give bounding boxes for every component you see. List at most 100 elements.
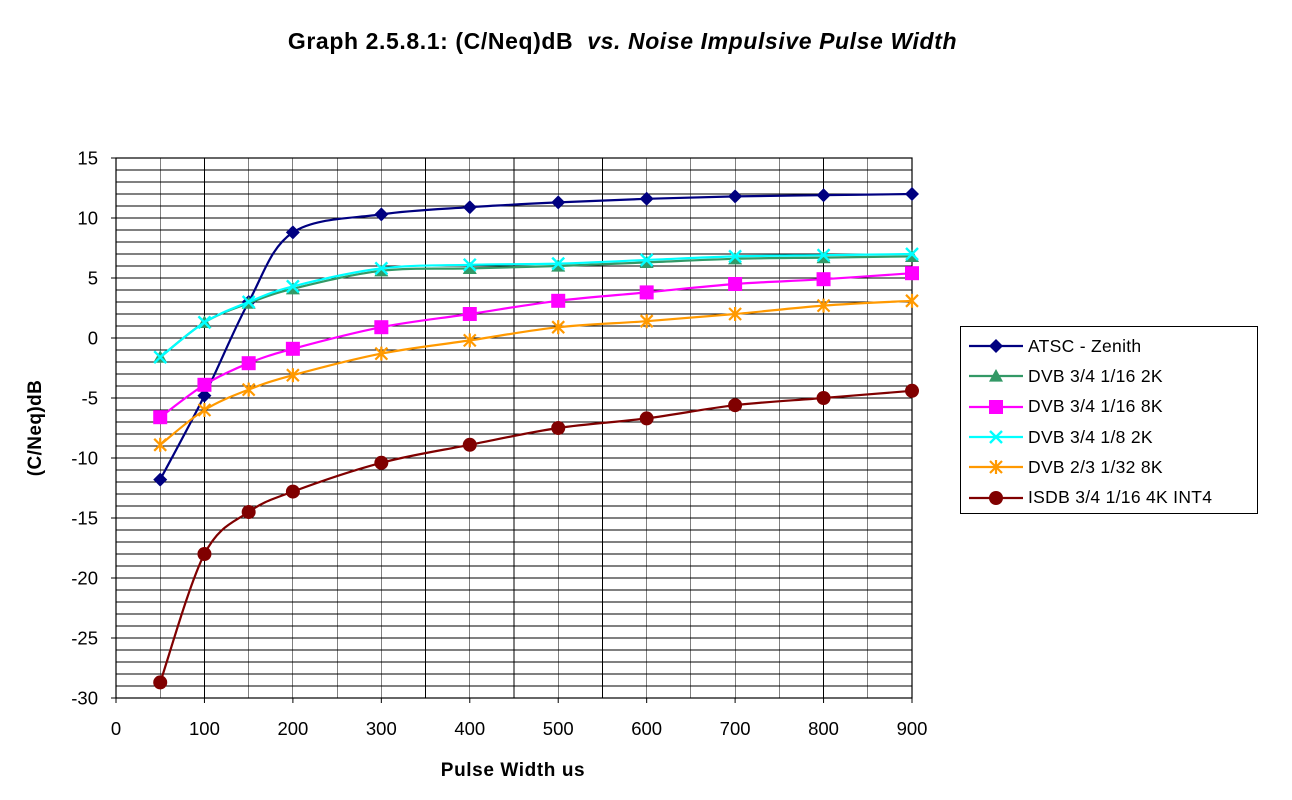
legend-item: DVB 3/4 1/16 8K [961,392,1257,422]
data-point [197,388,212,403]
y-tick-label: -10 [71,448,98,469]
x-tick-label: 900 [897,718,928,739]
data-point [551,421,566,435]
data-point [462,437,477,452]
legend-swatch [969,430,1023,444]
y-tick-label: 10 [77,208,98,229]
y-axis-label: (C/Neq)dB [25,380,46,476]
data-point [286,368,300,383]
data-point [816,248,831,263]
data-point [551,256,566,271]
data-point [197,403,212,417]
data-point [153,437,168,452]
data-point [285,225,300,240]
data-point [153,472,168,487]
legend-item: DVB 3/4 1/8 2K [961,422,1257,452]
data-point [905,293,919,308]
data-point [285,341,300,356]
series-4 [153,247,919,365]
legend-marker [989,339,1003,354]
data-point [197,377,212,392]
data-point [197,547,212,561]
legend-marker [989,369,1003,383]
data-point [462,333,477,348]
legend-label: DVB 3/4 1/8 2K [1028,426,1153,447]
x-tick-label: 300 [366,718,397,739]
x-tick-label: 0 [111,718,121,739]
data-point [728,249,742,264]
x-tick-label: 500 [543,718,574,739]
data-point [551,195,566,210]
y-tick-label: 0 [88,328,98,349]
x-tick-label: 700 [720,718,751,739]
data-point [241,295,256,309]
data-point [241,505,256,519]
gridlines [116,158,912,698]
y-tick-label: -25 [71,628,98,649]
x-tick-label: 400 [454,718,485,739]
y-tick-label: 5 [88,268,98,289]
x-tick-label: 100 [189,718,220,739]
data-point [462,200,477,215]
data-point [816,188,831,203]
legend-swatch [969,369,1023,383]
legend-label: DVB 2/3 1/32 8K [1028,456,1163,477]
data-point [374,320,389,335]
legend-label: ISDB 3/4 1/16 4K INT4 [1028,487,1213,508]
y-tick-label: -20 [71,568,98,589]
data-point [639,285,654,300]
y-tick-label: -15 [71,508,98,529]
chart-title: Graph 2.5.8.1: (C/Neq)dB vs. Noise Impul… [0,28,1245,55]
data-point [197,315,212,330]
data-point [462,261,477,274]
data-point [905,266,919,281]
legend-item: DVB 3/4 1/16 2K [961,361,1257,391]
plot-border [115,157,913,699]
series-3 [153,266,919,425]
data-point [639,253,654,267]
data-point [639,314,654,329]
legend-marker [989,399,1003,414]
data-point [905,247,919,261]
data-point [374,346,389,361]
legend-marker [989,460,1003,475]
legend-swatch [969,460,1023,475]
legend-swatch [969,339,1023,354]
chart-legend: ATSC - Zenith DVB 3/4 1/16 2K DVB 3/4 1/16… [960,326,1258,514]
data-point [551,320,566,335]
data-point [374,455,389,470]
x-axis-label: Pulse Width us [441,760,585,781]
data-point [153,410,168,425]
data-point [816,391,831,405]
legend-item: ATSC - Zenith [961,331,1257,361]
data-point [462,307,477,321]
chart-title-main: Graph 2.5.8.1: (C/Neq)dB [287,28,588,54]
legend-swatch [969,490,1023,505]
legend-item: DVB 2/3 1/32 8K [961,452,1257,482]
data-point [728,398,743,413]
data-point [905,383,919,398]
data-point [374,207,389,222]
data-point [728,277,743,291]
data-point [462,257,477,272]
legend-label: DVB 3/4 1/16 8K [1028,396,1163,417]
data-point [728,307,742,321]
data-point [285,484,300,499]
legend-marker [989,430,1003,444]
y-tick-label: 15 [77,148,98,169]
chart-title-italic: vs. Noise Impulsive Pulse Width [587,28,958,54]
legend-marker [989,490,1003,505]
legend-item: ISDB 3/4 1/16 4K INT4 [961,482,1257,512]
data-point [286,279,300,294]
data-point [816,272,831,287]
data-point [639,411,654,426]
y-tick-label: -5 [82,388,98,409]
data-point [639,191,654,206]
series-5 [153,293,919,452]
legend-label: ATSC - Zenith [1028,335,1142,356]
x-tick-label: 800 [808,718,839,739]
data-point [153,350,168,365]
x-tick-label: 600 [631,718,662,739]
data-point [374,261,389,276]
